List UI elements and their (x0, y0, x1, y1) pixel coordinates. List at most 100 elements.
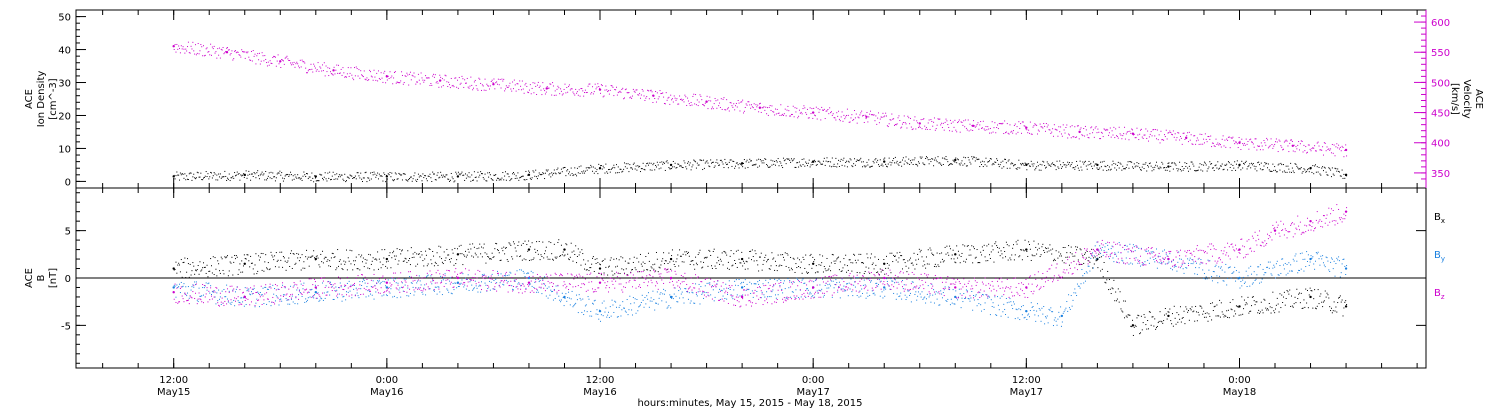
series-dot (660, 292, 662, 294)
series-dot (226, 47, 228, 49)
series-dot (226, 298, 228, 300)
series-dot (630, 167, 632, 169)
series-dot (510, 178, 512, 180)
series-dot (651, 91, 653, 93)
series-dot (573, 305, 575, 307)
series-dot (304, 267, 306, 269)
series-dot (880, 271, 882, 273)
series-dot (1306, 169, 1308, 171)
series-dot (994, 161, 996, 163)
series-dot (250, 291, 252, 293)
series-dot (409, 73, 411, 75)
series-dot (282, 266, 284, 268)
series-dot (457, 282, 459, 284)
series-dot (847, 114, 849, 116)
series-dot (376, 283, 378, 285)
series-dot (965, 261, 967, 263)
series-dot (1020, 163, 1022, 165)
series-dot (883, 158, 885, 160)
series-dot (824, 118, 826, 120)
series-dot (837, 115, 839, 117)
series-dot (456, 86, 458, 88)
series-dot (518, 282, 520, 284)
series-dot (1001, 253, 1003, 255)
series-dot (599, 309, 601, 311)
series-dot (808, 117, 810, 119)
series-dot (512, 241, 514, 243)
series-dot (243, 305, 245, 307)
series-dot (1125, 166, 1127, 168)
series-dot (1156, 161, 1157, 163)
series-dot (1218, 144, 1220, 146)
series-dot (496, 282, 498, 284)
series-dot (183, 177, 185, 179)
series-dot (790, 115, 792, 117)
series-dot (596, 309, 598, 311)
series-dot (557, 167, 559, 169)
series-dot (689, 105, 691, 107)
series-dot (1111, 164, 1113, 166)
series-dot (308, 68, 310, 70)
series-dot (1296, 148, 1298, 150)
series-dot (200, 270, 202, 272)
series-dot (1236, 143, 1238, 145)
series-dot (1194, 135, 1196, 137)
series-dot (854, 110, 856, 112)
series-dot (866, 253, 868, 255)
series-dot (956, 131, 958, 133)
series-dot (802, 108, 804, 110)
series-dot (222, 176, 224, 178)
series-dot (1168, 311, 1170, 313)
series-dot (181, 276, 183, 278)
series-dot (853, 163, 855, 165)
series-dot (658, 96, 660, 98)
series-dot (934, 129, 936, 131)
series-dot (255, 253, 257, 255)
series-dot (1225, 164, 1227, 166)
series-dot (833, 117, 835, 119)
series-dot (793, 258, 795, 260)
series-dot (1106, 128, 1108, 130)
series-dot (915, 163, 917, 165)
series-dot (496, 83, 498, 85)
series-dot (1020, 249, 1022, 251)
series-dot (758, 270, 760, 272)
series-dot (864, 270, 866, 272)
series-dot (935, 128, 937, 130)
series-dot (425, 175, 427, 177)
series-dot (197, 43, 199, 45)
series-dot (895, 124, 897, 126)
series-dot (657, 98, 659, 100)
series-dot (724, 109, 726, 111)
series-dot (619, 90, 621, 92)
series-dot (300, 177, 302, 179)
series-dot (505, 85, 507, 87)
series-dot (312, 177, 314, 179)
series-dot (283, 294, 285, 296)
series-dot (940, 261, 942, 263)
series-dot (674, 162, 676, 164)
series-dot (634, 267, 636, 269)
series-dot (277, 288, 279, 290)
series-dot (1009, 124, 1011, 126)
series-dot (586, 269, 588, 271)
series-dot (1243, 144, 1245, 146)
series-dot (244, 174, 246, 176)
series-dot (466, 174, 468, 176)
series-dot (1234, 161, 1236, 163)
series-dot (660, 264, 662, 266)
series-dot (316, 255, 318, 257)
series-dot (1246, 168, 1248, 170)
series-dot (1014, 254, 1016, 256)
series-dot (1334, 310, 1336, 312)
series-dot (447, 85, 449, 87)
series-dot (1220, 165, 1222, 167)
series-dot (567, 297, 569, 299)
series-dot (746, 261, 748, 263)
series-dot (1068, 163, 1070, 165)
series-dot (769, 268, 771, 270)
series-dot (1301, 172, 1303, 174)
series-dot (891, 113, 893, 115)
series-dot (476, 180, 478, 182)
series-dot (457, 285, 459, 287)
